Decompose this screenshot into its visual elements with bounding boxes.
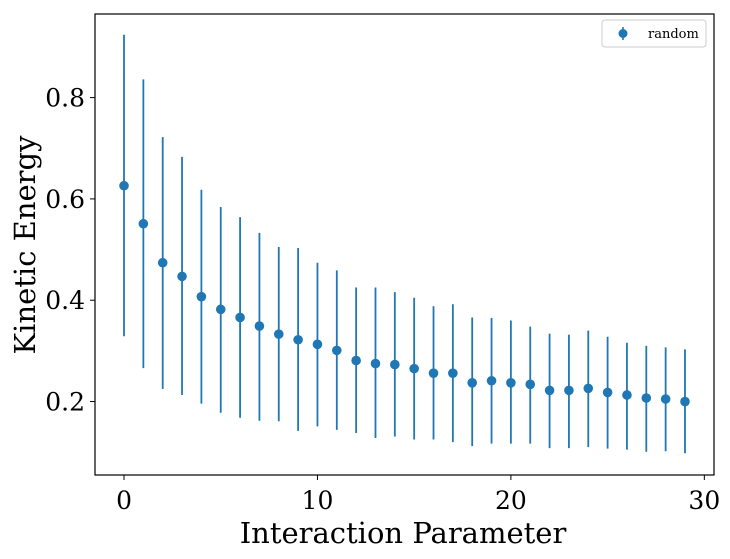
- data-point: [235, 312, 245, 323]
- data-points: [119, 180, 690, 407]
- x-tick-label: 10: [302, 486, 334, 515]
- data-point: [293, 334, 303, 345]
- data-point: [602, 387, 613, 398]
- legend: random: [601, 19, 707, 48]
- data-point: [138, 218, 149, 229]
- data-point: [254, 321, 265, 331]
- data-point: [273, 329, 284, 339]
- data-point: [564, 385, 574, 396]
- data-point: [448, 368, 458, 378]
- data-point: [660, 394, 671, 404]
- data-point: [544, 385, 555, 396]
- data-point: [467, 378, 478, 388]
- data-point: [409, 363, 419, 374]
- legend-marker-dot: [618, 29, 628, 38]
- data-point: [312, 339, 323, 350]
- x-tick-label: 20: [495, 486, 527, 515]
- legend-label: random: [648, 27, 699, 42]
- data-point: [370, 358, 381, 369]
- x-tick-label: 30: [688, 486, 720, 515]
- data-point: [506, 378, 516, 388]
- data-point: [680, 396, 690, 407]
- y-tick-label: 0.6: [45, 185, 85, 214]
- data-point: [196, 291, 207, 302]
- y-tick-label: 0.8: [45, 84, 85, 113]
- y-axis-label: Kinetic Energy: [8, 135, 42, 355]
- data-point: [390, 359, 400, 370]
- data-point: [177, 271, 187, 282]
- legend-frame: [601, 19, 707, 48]
- data-point: [351, 355, 361, 366]
- data-point: [119, 180, 129, 191]
- data-point: [331, 345, 342, 356]
- data-point: [641, 393, 652, 403]
- data-point: [428, 368, 439, 378]
- x-axis-ticks: 0 10 20 30: [116, 475, 720, 515]
- error-bars: [123, 34, 686, 454]
- y-axis-ticks: 0.2 0.4 0.6 0.8: [45, 84, 95, 417]
- plot-frame: [94, 13, 715, 476]
- y-tick-label: 0.2: [45, 388, 85, 417]
- data-point: [525, 379, 536, 390]
- y-tick-label: 0.4: [45, 286, 85, 315]
- data-point: [486, 375, 497, 386]
- data-point: [583, 383, 594, 394]
- data-point: [215, 304, 226, 315]
- x-tick-label: 0: [116, 486, 132, 515]
- data-point: [157, 257, 168, 268]
- x-axis-label: Interaction Parameter: [240, 516, 567, 550]
- data-point: [622, 390, 632, 400]
